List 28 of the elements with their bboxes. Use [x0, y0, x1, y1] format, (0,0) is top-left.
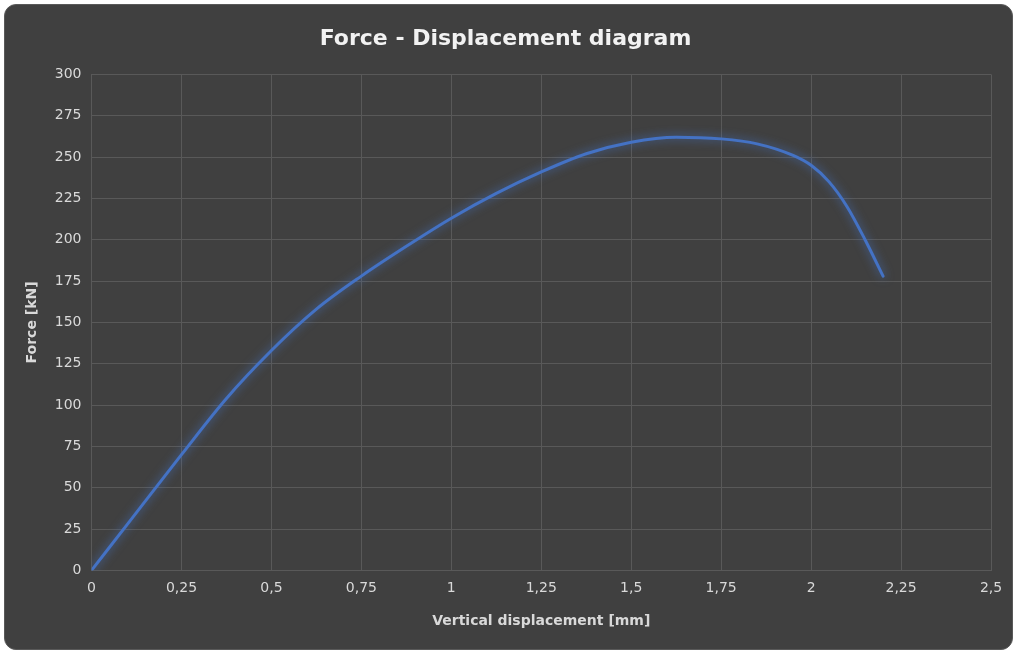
line-series [91, 135, 885, 571]
y-tick-label: 0 [72, 561, 82, 578]
y-tick-label: 175 [54, 271, 82, 288]
y-tick-label: 300 [54, 65, 82, 82]
x-tick-label: 1,25 [525, 579, 557, 596]
x-tick-label: 2,25 [885, 579, 917, 596]
y-tick-label: 125 [54, 354, 82, 371]
chart-title: Force - Displacement diagram [319, 24, 692, 50]
y-tick-label: 25 [63, 519, 82, 536]
y-tick-label: 275 [54, 106, 82, 123]
x-tick-label: 1,75 [705, 579, 737, 596]
y-tick-label: 200 [54, 230, 82, 247]
y-tick-label: 150 [54, 313, 82, 330]
x-tick-label: 0,25 [165, 579, 198, 596]
y-tick-label: 100 [54, 395, 82, 412]
y-axis-title: Force [kN] [23, 281, 40, 364]
x-axis-title: Vertical displacement [mm] [432, 612, 651, 629]
y-tick-label: 250 [54, 147, 82, 164]
x-tick-label: 0 [87, 579, 96, 596]
y-tick-label: 50 [63, 478, 82, 495]
x-tick-label: 0,75 [345, 579, 377, 596]
y-tick-label: 225 [54, 189, 82, 206]
x-tick-label: 0,5 [260, 579, 283, 596]
x-tick-label: 2 [806, 579, 816, 596]
x-tick-label: 1,5 [620, 579, 643, 596]
x-tick-label: 1 [446, 579, 456, 596]
y-tick-label: 75 [63, 437, 82, 454]
x-tick-label: 2,5 [979, 579, 1003, 596]
